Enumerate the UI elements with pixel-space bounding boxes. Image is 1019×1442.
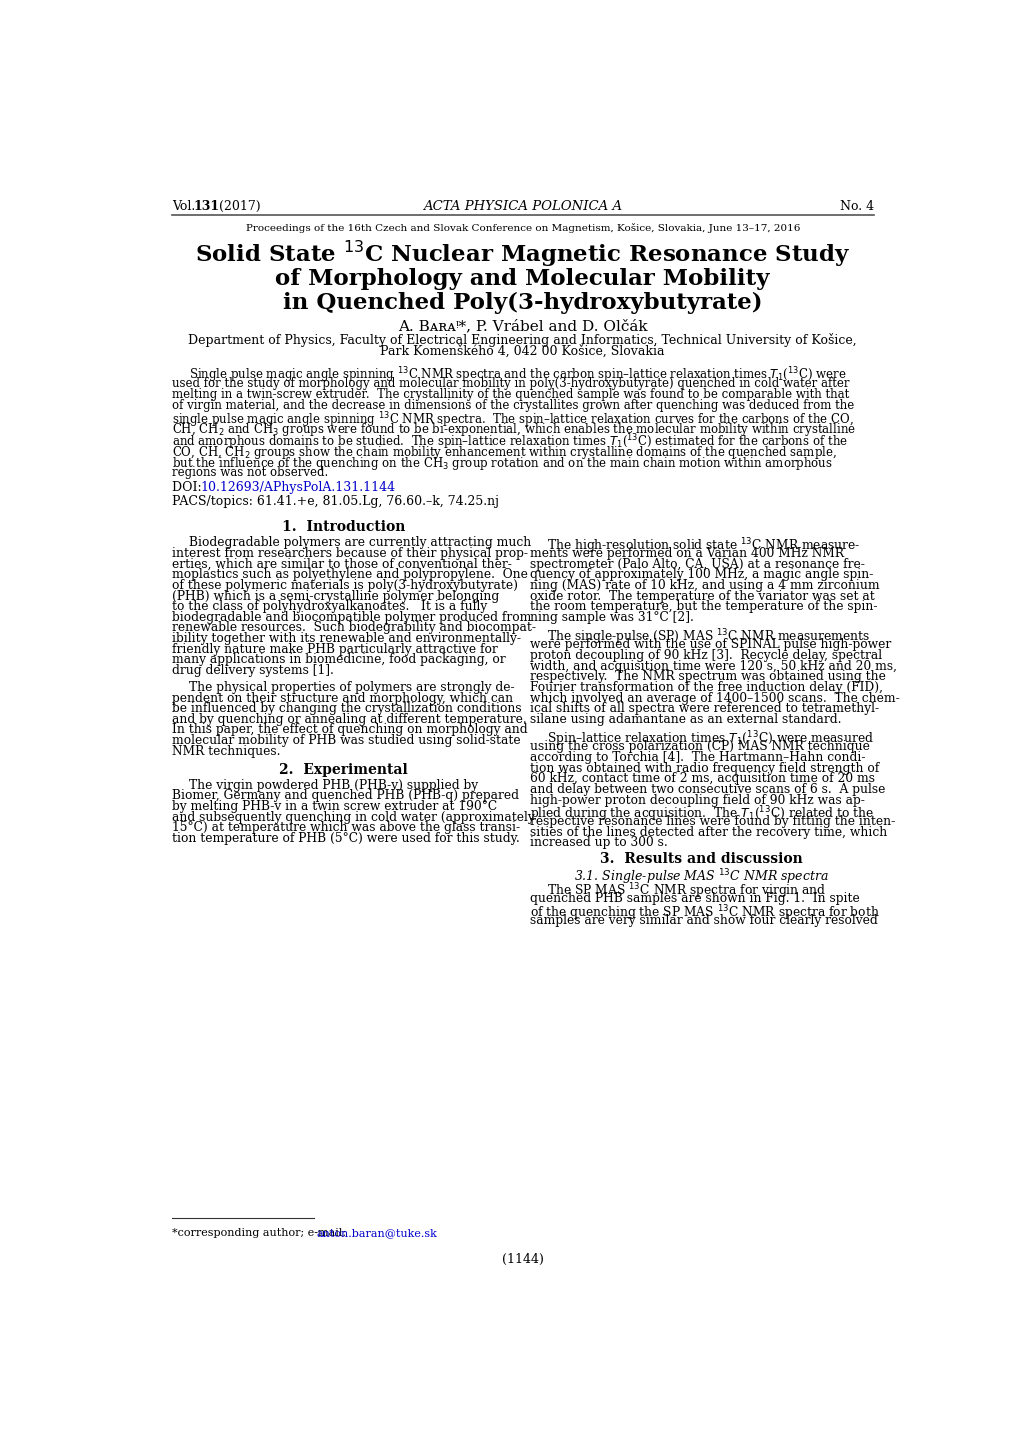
Text: anton.baran@tuke.sk: anton.baran@tuke.sk bbox=[316, 1229, 437, 1237]
Text: quenched PHB samples are shown in Fig. 1.  In spite: quenched PHB samples are shown in Fig. 1… bbox=[529, 893, 859, 906]
Text: and delay between two consecutive scans of 6 s.  A pulse: and delay between two consecutive scans … bbox=[529, 783, 884, 796]
Text: The single-pulse (SP) MAS $^{13}$C NMR measurements: The single-pulse (SP) MAS $^{13}$C NMR m… bbox=[546, 627, 869, 647]
Text: and subsequently quenching in cold water (approximately: and subsequently quenching in cold water… bbox=[171, 810, 534, 823]
Text: pendent on their structure and morphology, which can: pendent on their structure and morpholog… bbox=[171, 692, 513, 705]
Text: The high-resolution solid state $^{13}$C NMR measure-: The high-resolution solid state $^{13}$C… bbox=[546, 536, 859, 557]
Text: which involved an average of 1400–1500 scans.  The chem-: which involved an average of 1400–1500 s… bbox=[529, 692, 899, 705]
Text: DOI:: DOI: bbox=[171, 482, 205, 495]
Text: plied during the acquisition.  The $T_1$($^{13}$C) related to the: plied during the acquisition. The $T_1$(… bbox=[529, 805, 873, 823]
Text: high-power proton decoupling field of 90 kHz was ap-: high-power proton decoupling field of 90… bbox=[529, 793, 864, 806]
Text: ibility together with its renewable and environmentally-: ibility together with its renewable and … bbox=[171, 632, 520, 645]
Text: ACTA PHYSICA POLONICA A: ACTA PHYSICA POLONICA A bbox=[423, 199, 622, 212]
Text: In this paper, the effect of quenching on morphology and: In this paper, the effect of quenching o… bbox=[171, 724, 527, 737]
Text: *corresponding author; e-mail:: *corresponding author; e-mail: bbox=[171, 1229, 348, 1237]
Text: 3.  Results and discussion: 3. Results and discussion bbox=[600, 852, 802, 867]
Text: quency of approximately 100 MHz, a magic angle spin-: quency of approximately 100 MHz, a magic… bbox=[529, 568, 872, 581]
Text: many applications in biomedicine, food packaging, or: many applications in biomedicine, food p… bbox=[171, 653, 504, 666]
Text: 131: 131 bbox=[194, 199, 220, 212]
Text: friendly nature make PHB particularly attractive for: friendly nature make PHB particularly at… bbox=[171, 643, 497, 656]
Text: in Quenched Poly(3-hydroxybutyrate): in Quenched Poly(3-hydroxybutyrate) bbox=[282, 293, 762, 314]
Text: moplastics such as polyethylene and polypropylene.  One: moplastics such as polyethylene and poly… bbox=[171, 568, 527, 581]
Text: NMR techniques.: NMR techniques. bbox=[171, 744, 280, 757]
Text: Biomer, Germany and quenched PHB (PHB-q) prepared: Biomer, Germany and quenched PHB (PHB-q)… bbox=[171, 789, 519, 802]
Text: samples are very similar and show four clearly resolved: samples are very similar and show four c… bbox=[529, 914, 876, 927]
Text: Solid State $^{13}$C Nuclear Magnetic Resonance Study: Solid State $^{13}$C Nuclear Magnetic Re… bbox=[195, 239, 850, 270]
Text: PACS/topics: 61.41.+e, 81.05.Lg, 76.60.–k, 74.25.nj: PACS/topics: 61.41.+e, 81.05.Lg, 76.60.–… bbox=[171, 495, 498, 508]
Text: ning sample was 31°C [2].: ning sample was 31°C [2]. bbox=[529, 611, 693, 624]
Text: 10.12693/APhysPolA.131.1144: 10.12693/APhysPolA.131.1144 bbox=[200, 482, 395, 495]
Text: 1.  Introduction: 1. Introduction bbox=[282, 519, 405, 534]
Text: and by quenching or annealing at different temperature.: and by quenching or annealing at differe… bbox=[171, 712, 526, 725]
Text: A. Bᴀʀᴀᵎ*, P. Vrábel and D. Olčák: A. Bᴀʀᴀᵎ*, P. Vrábel and D. Olčák bbox=[397, 319, 647, 333]
Text: CO, CH, CH$_2$ groups show the chain mobility enhancement within crystalline dom: CO, CH, CH$_2$ groups show the chain mob… bbox=[171, 444, 836, 460]
Text: regions was not observed.: regions was not observed. bbox=[171, 466, 327, 479]
Text: be influenced by changing the crystallization conditions: be influenced by changing the crystalliz… bbox=[171, 702, 521, 715]
Text: 15°C) at temperature which was above the glass transi-: 15°C) at temperature which was above the… bbox=[171, 822, 520, 835]
Text: tion was obtained with radio frequency field strength of: tion was obtained with radio frequency f… bbox=[529, 761, 878, 774]
Text: ical shifts of all spectra were referenced to tetramethyl-: ical shifts of all spectra were referenc… bbox=[529, 702, 878, 715]
Text: increased up to 300 s.: increased up to 300 s. bbox=[529, 836, 666, 849]
Text: Fourier transformation of the free induction delay (FID),: Fourier transformation of the free induc… bbox=[529, 681, 881, 694]
Text: using the cross polarization (CP) MAS NMR technique: using the cross polarization (CP) MAS NM… bbox=[529, 741, 869, 754]
Text: of virgin material, and the decrease in dimensions of the crystallites grown aft: of virgin material, and the decrease in … bbox=[171, 399, 853, 412]
Text: respectively.  The NMR spectrum was obtained using the: respectively. The NMR spectrum was obtai… bbox=[529, 671, 884, 684]
Text: The virgin powdered PHB (PHB-v) supplied by: The virgin powdered PHB (PHB-v) supplied… bbox=[189, 779, 477, 792]
Text: silane using adamantane as an external standard.: silane using adamantane as an external s… bbox=[529, 712, 841, 725]
Text: Biodegradable polymers are currently attracting much: Biodegradable polymers are currently att… bbox=[189, 536, 531, 549]
Text: Spin–lattice relaxation times $T_1$($^{13}$C) were measured: Spin–lattice relaxation times $T_1$($^{1… bbox=[546, 730, 872, 750]
Text: and amorphous domains to be studied.  The spin–lattice relaxation times $T_1$($^: and amorphous domains to be studied. The… bbox=[171, 433, 847, 453]
Text: 2.  Experimental: 2. Experimental bbox=[279, 763, 408, 777]
Text: molecular mobility of PHB was studied using solid-state: molecular mobility of PHB was studied us… bbox=[171, 734, 520, 747]
Text: ning (MAS) rate of 10 kHz, and using a 4 mm zirconium: ning (MAS) rate of 10 kHz, and using a 4… bbox=[529, 580, 878, 593]
Text: The physical properties of polymers are strongly de-: The physical properties of polymers are … bbox=[189, 681, 514, 694]
Text: Park Komenškého 4, 042 00 Košice, Slovakia: Park Komenškého 4, 042 00 Košice, Slovak… bbox=[380, 345, 664, 358]
Text: proton decoupling of 90 kHz [3].  Recycle delay, spectral: proton decoupling of 90 kHz [3]. Recycle… bbox=[529, 649, 881, 662]
Text: according to Torchia [4].  The Hartmann–Hahn condi-: according to Torchia [4]. The Hartmann–H… bbox=[529, 751, 864, 764]
Text: Single pulse magic angle spinning $^{13}$C NMR spectra and the carbon spin–latti: Single pulse magic angle spinning $^{13}… bbox=[189, 365, 846, 385]
Text: melting in a twin-screw extruder.  The crystallinity of the quenched sample was : melting in a twin-screw extruder. The cr… bbox=[171, 388, 848, 401]
Text: to the class of polyhydroxyalkanoates.   It is a fully: to the class of polyhydroxyalkanoates. I… bbox=[171, 600, 486, 613]
Text: tion temperature of PHB (5°C) were used for this study.: tion temperature of PHB (5°C) were used … bbox=[171, 832, 519, 845]
Text: by melting PHB-v in a twin screw extruder at 190°C: by melting PHB-v in a twin screw extrude… bbox=[171, 800, 496, 813]
Text: of the quenching the SP MAS $^{13}$C NMR spectra for both: of the quenching the SP MAS $^{13}$C NMR… bbox=[529, 903, 878, 923]
Text: No. 4: No. 4 bbox=[839, 199, 873, 212]
Text: Vol.: Vol. bbox=[171, 199, 199, 212]
Text: ments were performed on a Varian 400 MHz NMR: ments were performed on a Varian 400 MHz… bbox=[529, 547, 843, 559]
Text: of these polymeric materials is poly(3-hydroxybutyrate): of these polymeric materials is poly(3-h… bbox=[171, 580, 518, 593]
Text: oxide rotor.  The temperature of the variator was set at: oxide rotor. The temperature of the vari… bbox=[529, 590, 873, 603]
Text: interest from researchers because of their physical prop-: interest from researchers because of the… bbox=[171, 547, 527, 559]
Text: (2017): (2017) bbox=[219, 199, 261, 212]
Text: spectrometer (Palo Alto, CA, USA) at a resonance fre-: spectrometer (Palo Alto, CA, USA) at a r… bbox=[529, 558, 864, 571]
Text: single pulse magic angle spinning $^{13}$C NMR spectra.  The spin–lattice relaxa: single pulse magic angle spinning $^{13}… bbox=[171, 410, 853, 430]
Text: Proceedings of the 16th Czech and Slovak Conference on Magnetism, Košice, Slovak: Proceedings of the 16th Czech and Slovak… bbox=[246, 224, 799, 234]
Text: drug delivery systems [1].: drug delivery systems [1]. bbox=[171, 663, 333, 676]
Text: erties, which are similar to those of conventional ther-: erties, which are similar to those of co… bbox=[171, 558, 512, 571]
Text: but the influence of the quenching on the CH$_3$ group rotation and on the main : but the influence of the quenching on th… bbox=[171, 454, 832, 472]
Text: of Morphology and Molecular Mobility: of Morphology and Molecular Mobility bbox=[275, 268, 769, 290]
Text: respective resonance lines were found by fitting the inten-: respective resonance lines were found by… bbox=[529, 815, 894, 828]
Text: Department of Physics, Faculty of Electrical Engineering and Informatics, Techni: Department of Physics, Faculty of Electr… bbox=[189, 333, 856, 348]
Text: width, and acquisition time were 120 s, 50 kHz and 20 ms,: width, and acquisition time were 120 s, … bbox=[529, 660, 896, 673]
Text: CH, CH$_2$ and CH$_3$ groups were found to be bi-exponential, which enables the : CH, CH$_2$ and CH$_3$ groups were found … bbox=[171, 421, 855, 438]
Text: were performed with the use of SPINAL pulse high-power: were performed with the use of SPINAL pu… bbox=[529, 639, 891, 652]
Text: 3.1. Single-pulse MAS $^{13}$C NMR spectra: 3.1. Single-pulse MAS $^{13}$C NMR spect… bbox=[574, 867, 828, 887]
Text: 60 kHz, contact time of 2 ms, acquisition time of 20 ms: 60 kHz, contact time of 2 ms, acquisitio… bbox=[529, 773, 874, 786]
Text: The SP MAS $^{13}$C NMR spectra for virgin and: The SP MAS $^{13}$C NMR spectra for virg… bbox=[546, 883, 825, 901]
Text: (1144): (1144) bbox=[501, 1253, 543, 1266]
Text: sities of the lines detected after the recovery time, which: sities of the lines detected after the r… bbox=[529, 825, 887, 838]
Text: (PHB) which is a semi-crystalline polymer belonging: (PHB) which is a semi-crystalline polyme… bbox=[171, 590, 498, 603]
Text: used for the study of morphology and molecular mobility in poly(3-hydroxybutyrat: used for the study of morphology and mol… bbox=[171, 376, 849, 389]
Text: the room temperature, but the temperature of the spin-: the room temperature, but the temperatur… bbox=[529, 600, 876, 613]
Text: biodegradable and biocompatible polymer produced from: biodegradable and biocompatible polymer … bbox=[171, 611, 531, 624]
Text: renewable resources.  Such biodegrability and biocompat-: renewable resources. Such biodegrability… bbox=[171, 622, 535, 634]
